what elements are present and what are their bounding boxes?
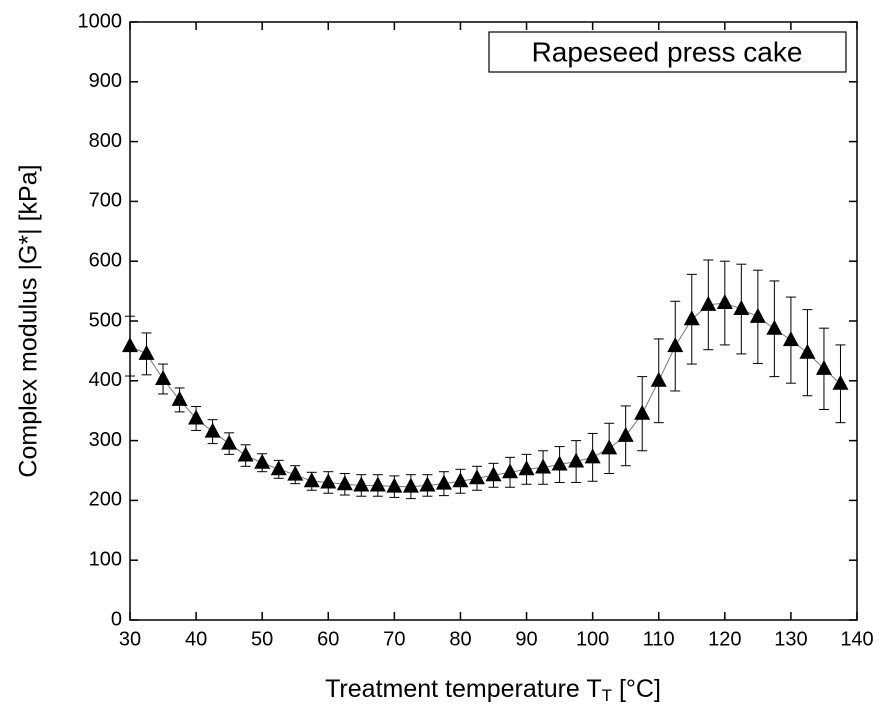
x-label-suffix: [°C]	[612, 675, 661, 703]
marker	[171, 390, 188, 406]
marker	[584, 448, 601, 464]
marker	[188, 409, 205, 425]
x-tick-label: 60	[317, 628, 339, 650]
x-tick-label: 80	[449, 628, 471, 650]
marker	[832, 374, 849, 390]
marker	[749, 307, 766, 323]
marker	[733, 300, 750, 316]
marker	[336, 475, 353, 491]
marker	[815, 359, 832, 375]
x-tick-label: 50	[251, 628, 273, 650]
marker	[502, 463, 519, 479]
marker	[419, 476, 436, 492]
marker	[716, 294, 733, 310]
x-axis-label: Treatment temperature TT [°C]	[325, 675, 661, 706]
marker	[799, 343, 816, 359]
marker	[155, 370, 172, 386]
marker	[386, 477, 403, 493]
marker	[369, 476, 386, 492]
marker	[667, 337, 684, 353]
x-tick-label: 70	[383, 628, 405, 650]
x-tick-label: 140	[840, 628, 873, 650]
marker	[122, 337, 138, 353]
marker	[650, 371, 667, 387]
marker	[634, 404, 651, 420]
marker	[204, 422, 221, 438]
annotation: Rapeseed press cake	[532, 36, 803, 67]
marker	[551, 455, 568, 471]
x-tick-label: 100	[576, 628, 609, 650]
x-tick-label: 120	[708, 628, 741, 650]
y-tick-label: 100	[89, 548, 122, 570]
marker	[766, 319, 783, 335]
y-tick-label: 600	[89, 249, 122, 271]
marker	[320, 473, 337, 489]
y-tick-label: 400	[89, 369, 122, 391]
marker	[435, 474, 452, 490]
y-tick-label: 1000	[78, 10, 123, 32]
y-tick-label: 500	[89, 309, 122, 331]
marker	[683, 310, 700, 326]
y-tick-label: 300	[89, 429, 122, 451]
plot-frame	[129, 21, 858, 621]
marker	[221, 434, 238, 450]
x-tick-label: 30	[119, 628, 141, 650]
marker	[535, 458, 552, 474]
y-tick-label: 800	[89, 130, 122, 152]
marker	[452, 472, 469, 488]
y-tick-label: 0	[111, 608, 122, 630]
x-tick-label: 130	[774, 628, 807, 650]
annotation-box	[488, 31, 847, 73]
data-line	[129, 302, 841, 488]
marker	[303, 472, 320, 488]
marker	[485, 466, 502, 482]
marker	[402, 477, 419, 493]
y-tick-label: 700	[89, 190, 122, 212]
x-tick-label: 110	[643, 628, 675, 650]
marker	[468, 469, 485, 485]
marker	[237, 446, 254, 462]
y-tick-label: 900	[89, 70, 122, 92]
marker	[287, 465, 304, 481]
marker	[138, 344, 155, 360]
marker	[568, 452, 585, 468]
y-axis-label: Complex modulus |G*| [kPa]	[15, 164, 43, 477]
y-tick-label: 200	[89, 489, 122, 511]
marker	[353, 476, 370, 492]
marker	[700, 295, 717, 311]
x-label-text: Treatment temperature T	[325, 675, 602, 703]
marker	[518, 460, 535, 476]
x-tick-label: 40	[185, 628, 207, 650]
marker	[782, 331, 799, 347]
marker	[254, 453, 271, 469]
marker	[601, 439, 618, 455]
x-label-subscript: T	[602, 686, 612, 705]
marker	[617, 426, 634, 442]
x-tick-label: 90	[515, 628, 537, 650]
marker	[270, 460, 287, 476]
